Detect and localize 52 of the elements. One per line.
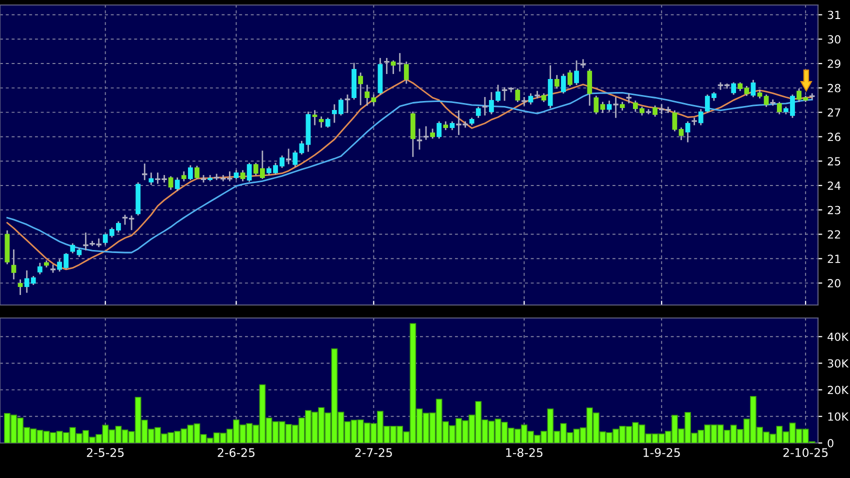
y-tick-label: 29 <box>828 60 840 68</box>
y-tick-label: 21 <box>828 254 840 263</box>
candlestick <box>194 166 200 179</box>
y-tick-label: 31 <box>828 10 840 20</box>
candlestick <box>436 121 442 139</box>
y-tick-label: 40K <box>828 332 849 341</box>
y-tick-label: 20 <box>828 279 840 288</box>
candlestick <box>318 116 324 128</box>
y-tick-label: 30 <box>828 35 840 44</box>
y-tick-label: 24 <box>828 181 841 190</box>
y-tick-label: 26 <box>828 132 840 142</box>
candlestick <box>11 249 16 280</box>
candlestick <box>422 126 430 140</box>
candlestick <box>18 279 23 295</box>
y-tick-label: 10K <box>828 412 849 421</box>
x-tick-label: 2-6-25 <box>218 448 254 457</box>
candlestick <box>240 170 246 182</box>
x-tick-label: 2-7-25 <box>355 448 392 457</box>
candlestick <box>685 121 690 142</box>
candlestick <box>416 128 423 150</box>
candlestick <box>344 94 351 114</box>
candlestick <box>594 96 599 114</box>
candlestick <box>600 102 606 114</box>
candlestick <box>37 262 42 274</box>
candlestick <box>574 60 579 85</box>
candlestick <box>587 68 592 106</box>
y-tick-label: 20K <box>828 386 849 394</box>
y-tick-label: 30K <box>828 359 849 368</box>
y-tick-label: 28 <box>828 84 840 92</box>
x-tick-label: 2-10-25 <box>783 448 828 457</box>
candlestick <box>174 177 180 192</box>
y-tick-label: 22 <box>828 230 840 238</box>
candlestick <box>246 162 252 182</box>
y-tick-label: 27 <box>828 108 840 117</box>
y-tick-label: 23 <box>828 206 840 214</box>
candlestick <box>560 74 566 94</box>
candlestick <box>515 88 520 102</box>
candlestick <box>312 110 318 126</box>
candlestick <box>476 106 481 118</box>
candlestick <box>678 127 684 140</box>
candlestick <box>358 72 364 106</box>
candlestick <box>554 75 560 89</box>
candlestick <box>188 165 193 180</box>
candlestick <box>672 110 678 132</box>
x-tick-label: 1-8-25 <box>506 448 542 457</box>
x-tick-label: 2-5-25 <box>86 448 124 457</box>
candlestick <box>568 70 572 86</box>
candlestick <box>750 80 756 98</box>
x-tick-label: 1-9-25 <box>644 448 680 457</box>
y-tick-label: 25 <box>828 157 840 166</box>
candlestick <box>501 87 508 101</box>
y-tick-label: 0 <box>828 438 834 448</box>
